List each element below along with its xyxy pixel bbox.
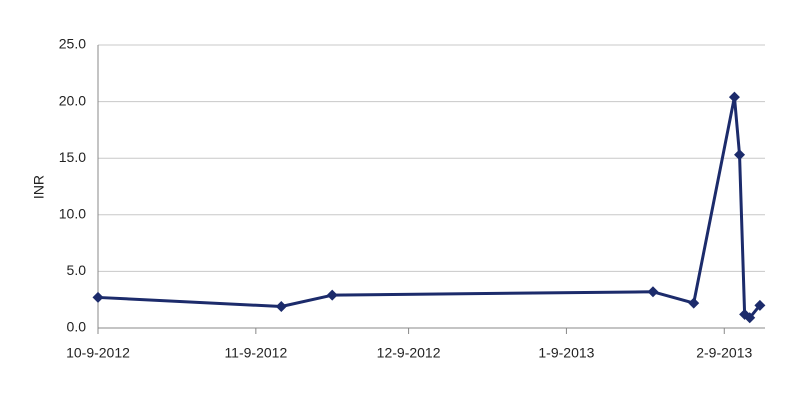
x-tick-label: 10-9-2012 [66, 345, 130, 361]
y-tick-label: 5.0 [67, 262, 87, 278]
x-tick-label: 11-9-2012 [224, 345, 287, 361]
data-point [326, 289, 338, 301]
data-point [728, 91, 740, 103]
y-tick-label: 20.0 [59, 92, 86, 108]
y-tick-label: 15.0 [59, 149, 86, 165]
x-tick-label: 12-9-2012 [377, 345, 441, 361]
y-tick-label: 10.0 [59, 206, 86, 222]
y-tick-label: 25.0 [59, 36, 86, 52]
y-tick-label: 0.0 [67, 319, 87, 335]
data-point [754, 299, 766, 311]
data-point [647, 286, 659, 298]
data-point [275, 300, 287, 312]
x-tick-label: 1-9-2013 [538, 345, 594, 361]
data-point [744, 312, 756, 324]
data-point [92, 291, 104, 303]
y-axis-label: INR [31, 175, 47, 199]
series-line [97, 95, 762, 320]
data-point [734, 149, 746, 161]
data-point [688, 297, 700, 309]
x-tick-label: 2-9-2013 [696, 345, 752, 361]
